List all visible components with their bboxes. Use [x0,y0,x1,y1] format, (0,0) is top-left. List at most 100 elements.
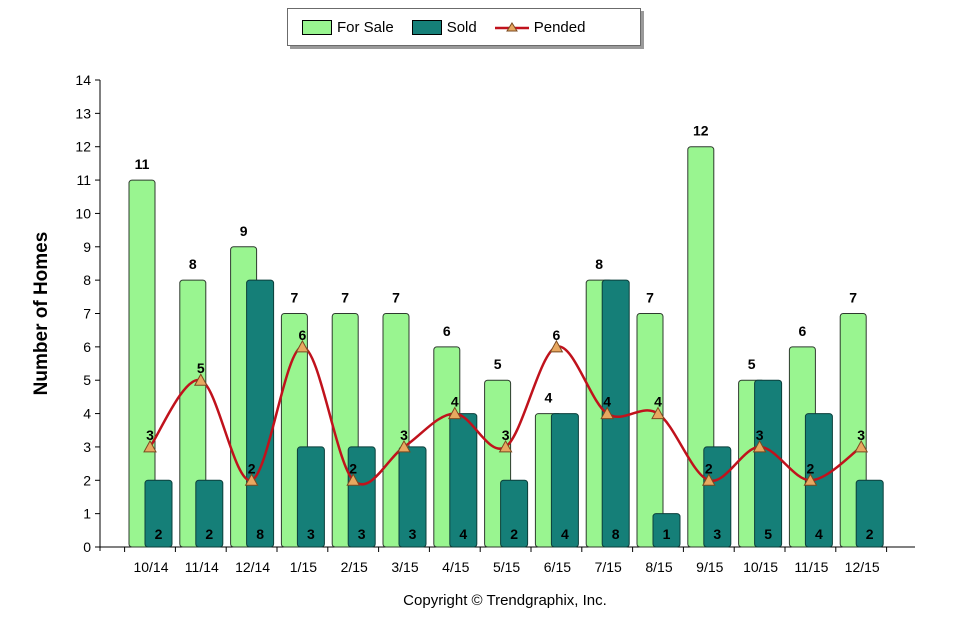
data-label-for-sale: 7 [646,290,654,306]
data-label-pended: 3 [857,427,865,443]
x-tick-label: 8/15 [645,559,672,575]
data-label-for-sale: 5 [494,356,502,372]
x-tick-label: 12/14 [235,559,270,575]
legend-swatch-pended [494,21,529,31]
y-tick-label: 8 [83,272,91,288]
y-tick-label: 11 [76,172,91,188]
bar-sold [296,446,325,548]
marker-pended [803,473,818,486]
marker-pended [295,339,310,353]
x-tick-label: 1/15 [290,559,317,575]
data-label-sold: 3 [409,526,417,542]
data-label-for-sale: 4 [545,390,553,406]
marker-pended [193,373,208,386]
x-tick-label: 4/15 [442,559,469,575]
bar-sold [652,513,681,548]
data-label-pended: 6 [553,327,561,343]
data-label-sold: 4 [459,526,467,542]
data-label-for-sale: 7 [392,290,400,306]
x-tick-label: 12/15 [845,559,880,575]
x-tick-label: 7/15 [595,559,622,575]
data-label-sold: 1 [663,526,671,542]
marker-pended [498,439,513,453]
bar-sold [550,413,579,548]
data-label-pended: 4 [654,394,662,410]
data-label-sold: 8 [256,526,264,542]
y-tick-label: 0 [83,539,91,555]
legend-item-for-sale: For Sale [302,19,394,36]
data-label-pended: 4 [603,394,611,410]
data-label-sold: 5 [764,526,772,542]
data-label-for-sale: 5 [748,356,756,372]
legend-item-sold: Sold [411,19,477,36]
x-tick-label: 11/15 [794,559,828,575]
y-tick-label: 6 [83,339,91,355]
bar-sold [144,479,173,548]
marker-pended [600,406,615,420]
y-tick-label: 1 [83,506,91,522]
data-label-pended: 3 [146,427,154,443]
data-label-for-sale: 7 [341,290,349,306]
legend-item-pended: Pended [494,18,586,36]
legend-label-pended: Pended [533,18,586,36]
data-label-sold: 3 [358,526,366,542]
data-label-for-sale: 12 [693,123,709,139]
y-tick-label: 2 [83,472,91,488]
x-tick-label: 2/15 [341,559,368,575]
data-label-for-sale: 8 [189,256,197,272]
bar-sold [855,479,884,548]
data-label-sold: 2 [155,526,163,542]
bar-sold [347,446,376,548]
data-label-pended: 4 [451,394,459,410]
x-tick-label: 11/14 [185,559,219,575]
marker-pended [651,406,665,420]
line-pended [148,345,862,486]
marker-pended [701,473,716,486]
y-tick-label: 9 [83,239,91,255]
y-axis-title: Number of Homes [31,232,52,396]
data-label-sold: 2 [866,526,874,542]
x-tick-label: 5/15 [493,559,520,575]
y-tick-label: 4 [83,406,91,422]
x-tick-label: 10/14 [133,559,168,575]
legend-swatch-for-sale [302,19,332,35]
marker-pended [346,473,361,486]
legend-label-for-sale: For Sale [337,18,394,36]
data-label-pended: 2 [705,460,713,476]
data-label-sold: 4 [815,526,823,542]
data-label-sold: 3 [307,526,315,542]
data-label-pended: 3 [502,427,510,443]
data-label-pended: 6 [299,327,307,343]
bar-sold [246,279,275,548]
data-label-for-sale: 9 [240,223,248,239]
bar-sold [754,379,783,548]
y-tick-label: 7 [83,306,91,322]
y-tick-label: 14 [75,72,91,88]
data-label-sold: 3 [713,526,721,542]
legend: For Sale Sold Pended [287,8,641,46]
data-label-sold: 8 [612,526,620,542]
data-label-pended: 2 [807,460,815,476]
data-label-sold: 4 [561,526,569,542]
y-tick-label: 13 [75,105,91,121]
marker-pended [143,439,157,453]
bar-sold [195,479,224,548]
marker-pended [447,406,462,420]
marker-pended [752,439,767,453]
y-tick-label: 3 [83,439,91,455]
data-label-sold: 2 [205,526,213,542]
marker-pended [854,439,869,453]
marker-pended [549,339,564,353]
bar-sold [449,413,478,548]
bar-sold [398,446,427,548]
data-label-pended: 2 [349,460,357,476]
y-tick-label: 12 [75,139,91,155]
legend-swatch-sold [411,19,442,35]
y-tick-label: 10 [75,205,91,221]
data-label-for-sale: 6 [799,323,807,339]
bar-for-sale [636,313,664,548]
data-label-pended: 2 [248,460,256,476]
data-label-for-sale: 11 [135,156,150,172]
data-label-pended: 5 [197,360,205,376]
